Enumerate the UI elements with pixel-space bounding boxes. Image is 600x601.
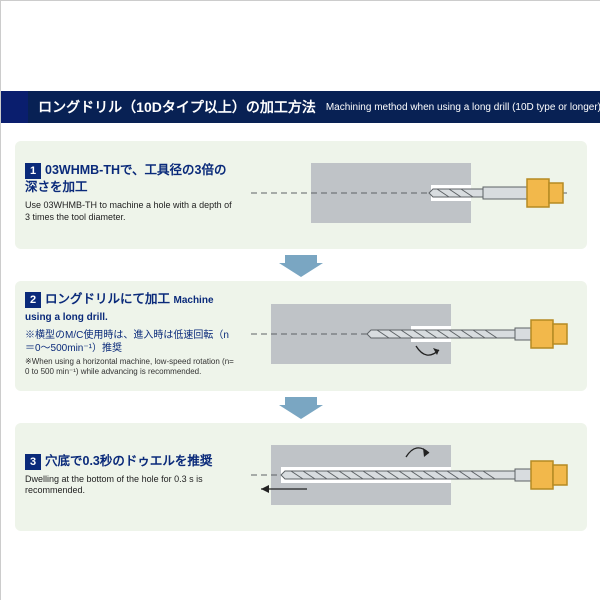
title-en: Machining method when using a long drill… — [326, 102, 600, 113]
step-1-headline-jp: 03WHMB-THで、工具径の3倍の深さを加工 — [25, 163, 226, 194]
chuck — [527, 179, 563, 207]
short-drill — [429, 187, 527, 199]
arrow-down-1-svg — [279, 253, 323, 277]
chuck — [531, 320, 567, 348]
step-2-number: 2 — [25, 292, 41, 308]
arrow-down-icon — [279, 255, 323, 277]
step-2-diagram — [245, 292, 577, 376]
step-3-number: 3 — [25, 454, 41, 470]
step-panel-1: 103WHMB-THで、工具径の3倍の深さを加工 Use 03WHMB-TH t… — [15, 141, 587, 249]
step-1-diagram — [245, 151, 577, 235]
title-jp: ロングドリル（10Dタイプ以上）の加工方法 — [38, 97, 316, 117]
step-3-diagram — [245, 433, 577, 517]
arrow-down-icon — [279, 397, 323, 419]
step-3-body-en: Dwelling at the bottom of the hole for 0… — [25, 474, 235, 497]
step-1-headline: 103WHMB-THで、工具径の3倍の深さを加工 — [25, 162, 235, 196]
step-2-note-en: ※When using a horizontal machine, low-sp… — [25, 357, 235, 377]
step-2-body-jp: ※横型のM/C使用時は、進入時は低速回転（n＝0～500min⁻¹）推奨 — [25, 329, 235, 355]
step-2-headline-jp: ロングドリルにて加工 — [45, 292, 170, 306]
title-bar: ロングドリル（10Dタイプ以上）の加工方法 Machining method w… — [1, 91, 600, 123]
step-2-text: 2ロングドリルにて加工 Machine using a long drill. … — [25, 291, 235, 377]
page-root: ロングドリル（10Dタイプ以上）の加工方法 Machining method w… — [1, 1, 600, 601]
step-panel-3: 3 穴底で0.3秒のドゥエルを推奨 Dwelling at the bottom … — [15, 423, 587, 531]
title-accent-block — [1, 91, 28, 123]
long-drill — [281, 469, 531, 481]
step-1-body-en: Use 03WHMB-TH to machine a hole with a d… — [25, 200, 235, 223]
step-3-headline: 3 穴底で0.3秒のドゥエルを推奨 — [25, 453, 235, 470]
arrow-down-2-svg — [279, 395, 323, 419]
long-drill — [367, 328, 531, 340]
steps-container: 103WHMB-THで、工具径の3倍の深さを加工 Use 03WHMB-TH t… — [15, 141, 587, 531]
drill-shank — [515, 469, 531, 481]
chuck — [531, 461, 567, 489]
step-1-text: 103WHMB-THで、工具径の3倍の深さを加工 Use 03WHMB-TH t… — [25, 162, 235, 223]
step-1-svg — [245, 151, 577, 235]
arrow-down-2 — [279, 395, 323, 419]
drill-shank — [515, 328, 531, 340]
step-2-headline: 2ロングドリルにて加工 Machine using a long drill. — [25, 291, 235, 325]
step-1-number: 1 — [25, 163, 41, 179]
drill-shank — [483, 187, 527, 199]
title-navy-bar: ロングドリル（10Dタイプ以上）の加工方法 Machining method w… — [28, 91, 600, 123]
drill-tip — [429, 189, 487, 197]
step-3-headline-jp: 穴底で0.3秒のドゥエルを推奨 — [45, 454, 212, 468]
feed-arrowhead-icon — [261, 485, 269, 493]
arrow-down-1 — [279, 253, 323, 277]
step-3-svg — [245, 433, 577, 517]
step-panel-2: 2ロングドリルにて加工 Machine using a long drill. … — [15, 281, 587, 391]
step-3-text: 3 穴底で0.3秒のドゥエルを推奨 Dwelling at the bottom … — [25, 453, 235, 497]
step-2-svg — [245, 292, 577, 376]
